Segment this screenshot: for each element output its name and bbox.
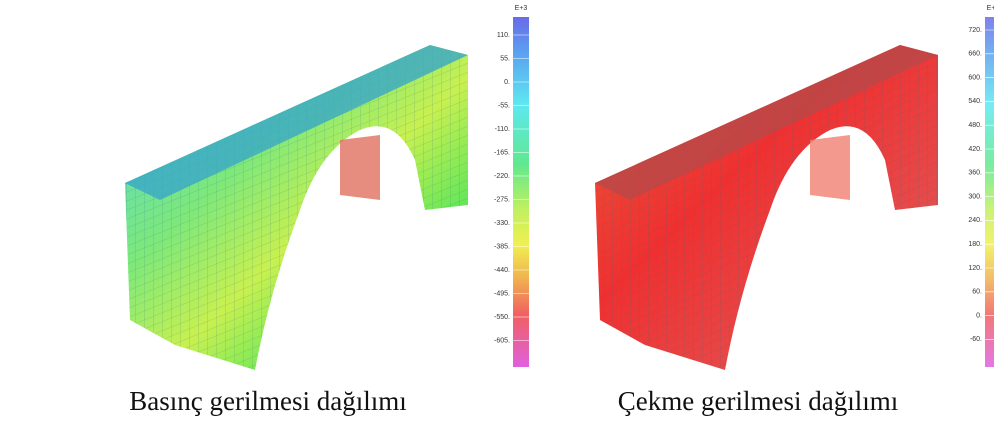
legend-unit: E+3 [987,5,994,12]
legend-label: -60. [970,336,982,343]
legend-label: 240. [968,217,982,224]
legend-label: -110. [495,126,510,133]
legend-label: 55. [500,55,510,62]
legend-label: 0. [504,79,510,86]
legend-label: 180. [968,241,982,248]
legend-bar [985,17,994,367]
legend-label: -165. [494,149,510,156]
caption: Çekme gerilmesi dağılımı [618,386,898,416]
legend-label: 60. [972,289,982,296]
legend-label: -440. [494,267,510,274]
legend-label: 720. [968,27,982,34]
legend-label: 300. [968,193,982,200]
legend-label: 110. [497,32,510,39]
legend-unit: E+3 [515,5,528,12]
legend-label: -605. [494,337,510,344]
legend-label: 120. [968,265,982,272]
legend-label: -220. [494,173,510,180]
legend-label: 660. [968,51,982,58]
legend-label: -330. [494,220,510,227]
legend-label: -275. [494,196,510,203]
legend-label: 480. [968,122,982,129]
legend-label: -495. [494,290,510,297]
figure: E+3 110. 55. 0. -55. -110. -165. -220. -275. -330… [0,0,994,423]
legend-label: 0. [976,312,982,319]
legend-label: 600. [968,74,982,81]
legend-label: 540. [968,98,982,105]
left-model [125,45,468,370]
legend-label: 420. [968,146,982,153]
caption: Basınç gerilmesi dağılımı [129,386,406,416]
legend-label: -550. [494,314,510,321]
legend-bar [513,17,529,367]
legend-label: -385. [494,243,510,250]
right-model [595,45,938,370]
legend-label: -55. [498,102,510,109]
legend-label: 360. [968,170,982,177]
